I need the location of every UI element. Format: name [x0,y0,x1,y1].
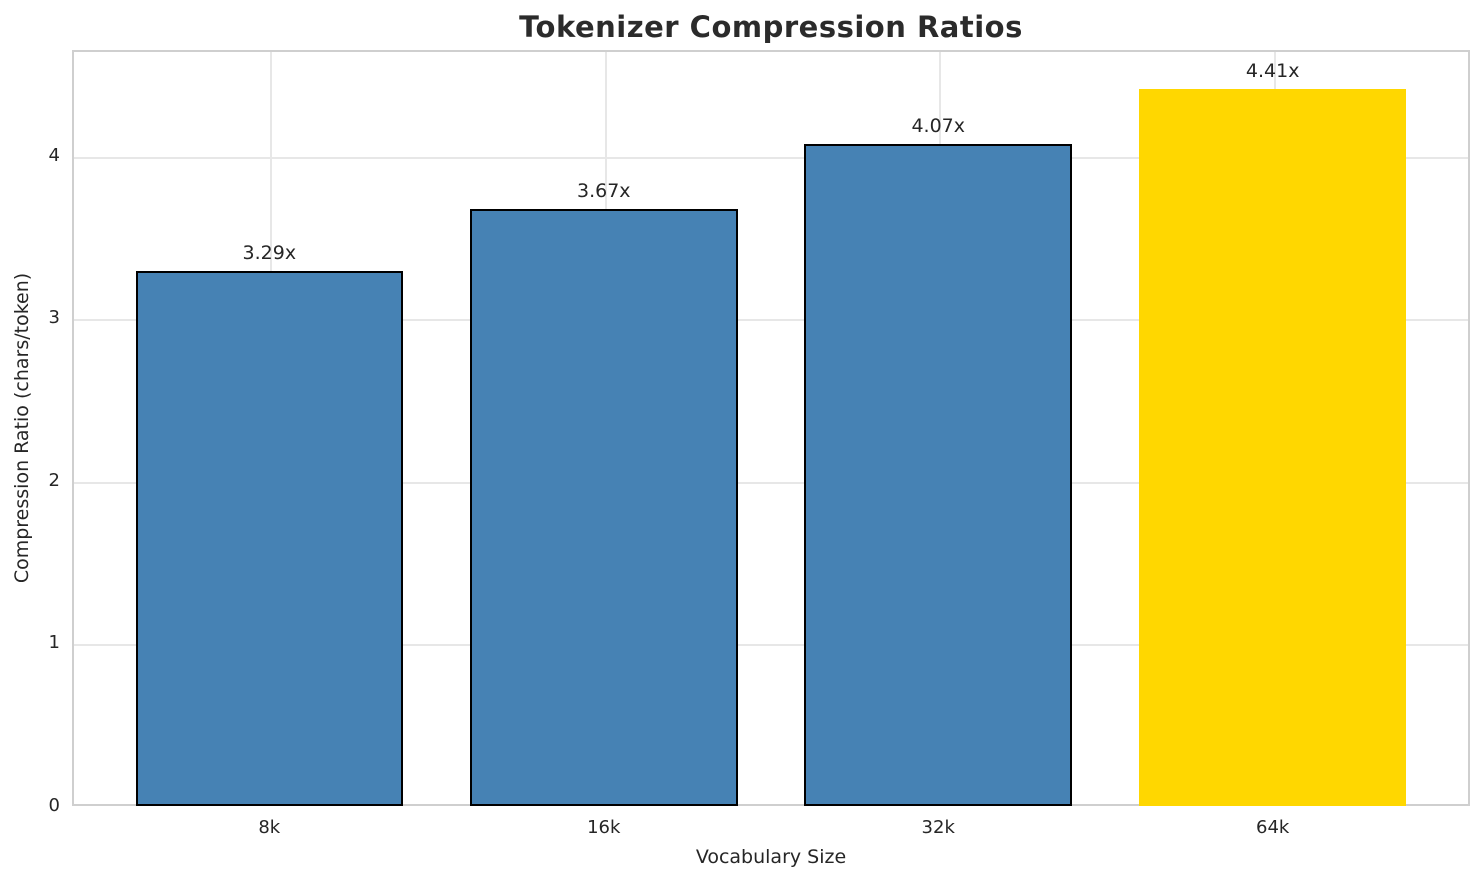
x-tick-label: 16k [587,817,621,838]
bar-32k [804,144,1072,806]
gridline-horizontal [74,156,1468,159]
bar-value-label: 4.41x [1245,60,1300,83]
x-tick-label: 64k [1256,817,1290,838]
y-tick-label: 0 [48,795,60,816]
bar-value-label: 4.07x [911,115,965,138]
y-tick-label: 1 [48,632,60,654]
x-tick-label: 8k [258,817,281,838]
bar-64k [1138,89,1407,806]
bar-value-label: 3.29x [242,242,297,265]
y-tick-label: 2 [48,469,60,491]
x-tick-label: 32k [921,817,955,838]
y-tick-label: 4 [48,144,60,166]
bar-8k [135,271,404,806]
bar-16k [469,209,738,806]
gridline-horizontal [74,319,1468,322]
chart-title: Tokenizer Compression Ratios [519,10,1023,44]
gridline-horizontal [74,644,1468,647]
x-axis-label: Vocabulary Size [695,846,847,868]
y-axis-label: Compression Ratio (chars/token) [11,272,33,584]
gridline-horizontal [74,481,1468,484]
bar-value-label: 3.67x [576,180,631,203]
y-tick-label: 3 [48,307,60,329]
